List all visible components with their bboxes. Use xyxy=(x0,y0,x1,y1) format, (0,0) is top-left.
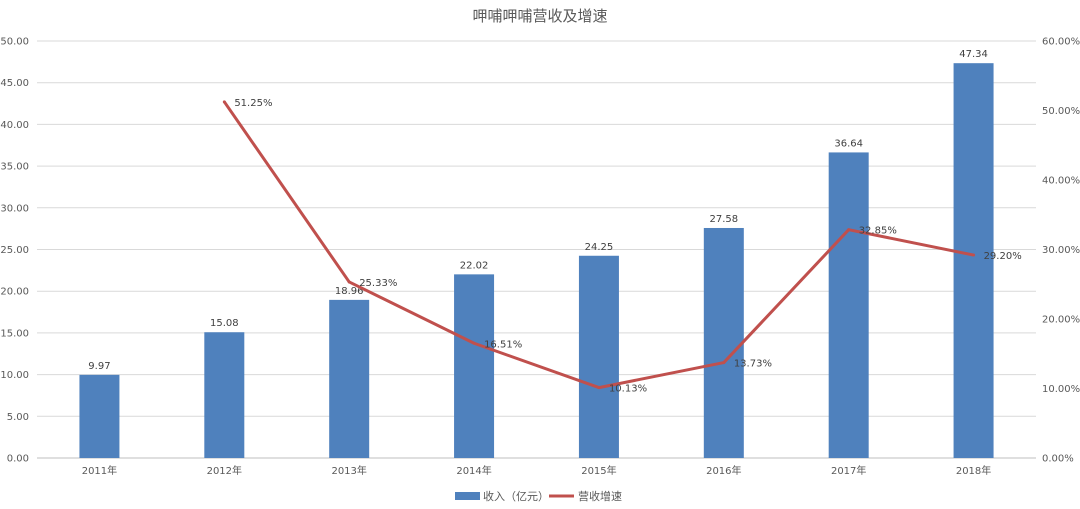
x-tick-label: 2015年 xyxy=(581,464,616,477)
x-tick-label: 2017年 xyxy=(831,464,866,477)
line-data-label: 29.20% xyxy=(984,251,1022,262)
bar-data-label: 36.64 xyxy=(834,138,863,149)
bar-data-label: 24.25 xyxy=(585,242,614,253)
right-tick-label: 60.00% xyxy=(1042,37,1080,48)
left-tick-label: 35.00 xyxy=(0,162,29,173)
x-tick-label: 2013年 xyxy=(331,464,366,477)
line-data-label: 25.33% xyxy=(359,278,397,289)
chart-title: 呷哺呷哺营收及增速 xyxy=(472,7,607,25)
legend-swatch-revenue xyxy=(455,492,480,500)
bar-revenue-2012年 xyxy=(204,332,245,458)
bar-data-label: 15.08 xyxy=(210,318,239,329)
right-tick-label: 40.00% xyxy=(1042,176,1080,187)
line-series: 51.25% 25.33% 16.51% 10.13% 13.73% 32.85% 29.2… xyxy=(222,98,1022,395)
left-tick-label: 45.00 xyxy=(0,78,29,89)
left-tick-label: 25.00 xyxy=(0,245,29,256)
bar-revenue-2013年 xyxy=(329,299,370,458)
x-tick-label: 2014年 xyxy=(456,464,491,477)
right-tick-label: 0.00% xyxy=(1042,454,1074,465)
left-tick-label: 5.00 xyxy=(7,412,29,423)
bar-data-label: 9.97 xyxy=(88,361,110,372)
x-tick-label: 2012年 xyxy=(207,464,242,477)
right-tick-label: 20.00% xyxy=(1042,315,1080,326)
gridlines xyxy=(37,40,1036,459)
bar-revenue-2017年 xyxy=(828,152,869,458)
right-tick-label: 30.00% xyxy=(1042,245,1080,256)
line-data-label: 32.85% xyxy=(859,226,897,237)
left-tick-label: 20.00 xyxy=(0,287,29,298)
x-tick-label: 2011年 xyxy=(82,464,117,477)
bar-revenue-2018年 xyxy=(953,63,994,459)
line-data-label: 13.73% xyxy=(734,359,772,370)
legend-label-revenue: 收入（亿元） xyxy=(483,489,549,503)
left-axis: 0.00 5.00 10.00 15.00 20.00 25.00 30.00 35.00 40… xyxy=(0,37,29,465)
bar-revenue-2015年 xyxy=(578,255,619,458)
bar-data-label: 27.58 xyxy=(709,214,738,225)
line-data-label: 16.51% xyxy=(484,339,522,350)
right-tick-label: 50.00% xyxy=(1042,106,1080,117)
x-tick-label: 2018年 xyxy=(956,464,991,477)
left-tick-label: 50.00 xyxy=(0,37,29,48)
line-point xyxy=(722,361,726,365)
line-point xyxy=(597,386,601,390)
line-data-label: 10.13% xyxy=(609,384,647,395)
bar-series: 9.97 15.08 18.96 22.02 24.25 27.58 36.64 47.34 xyxy=(79,49,994,459)
legend-label-growth: 营收增速 xyxy=(578,489,622,503)
bar-data-label: 18.96 xyxy=(335,286,364,297)
bar-data-label: 22.02 xyxy=(460,260,489,271)
line-point xyxy=(222,100,226,104)
bar-revenue-2016年 xyxy=(703,227,744,458)
x-tick-label: 2016年 xyxy=(706,464,741,477)
left-tick-label: 10.00 xyxy=(0,370,29,381)
bar-data-label: 47.34 xyxy=(959,49,988,60)
left-tick-label: 40.00 xyxy=(0,120,29,131)
left-tick-label: 30.00 xyxy=(0,203,29,214)
legend: 收入（亿元） 营收增速 xyxy=(455,489,622,503)
bar-revenue-2011年 xyxy=(79,374,120,458)
left-tick-label: 0.00 xyxy=(7,454,29,465)
line-point xyxy=(847,228,851,232)
line-point xyxy=(972,253,976,257)
line-point xyxy=(347,280,351,284)
x-axis: 2011年 2012年 2013年 2014年 2015年 2016年 2017年 2018年 xyxy=(82,464,992,477)
right-axis: 0.00% 10.00% 20.00% 30.00% 40.00% 50.00% 60.00… xyxy=(1042,37,1080,465)
bar-revenue-2014年 xyxy=(454,274,495,458)
line-data-label: 51.25% xyxy=(234,98,272,109)
right-tick-label: 10.00% xyxy=(1042,384,1080,395)
line-point xyxy=(472,341,476,345)
left-tick-label: 15.00 xyxy=(0,328,29,339)
